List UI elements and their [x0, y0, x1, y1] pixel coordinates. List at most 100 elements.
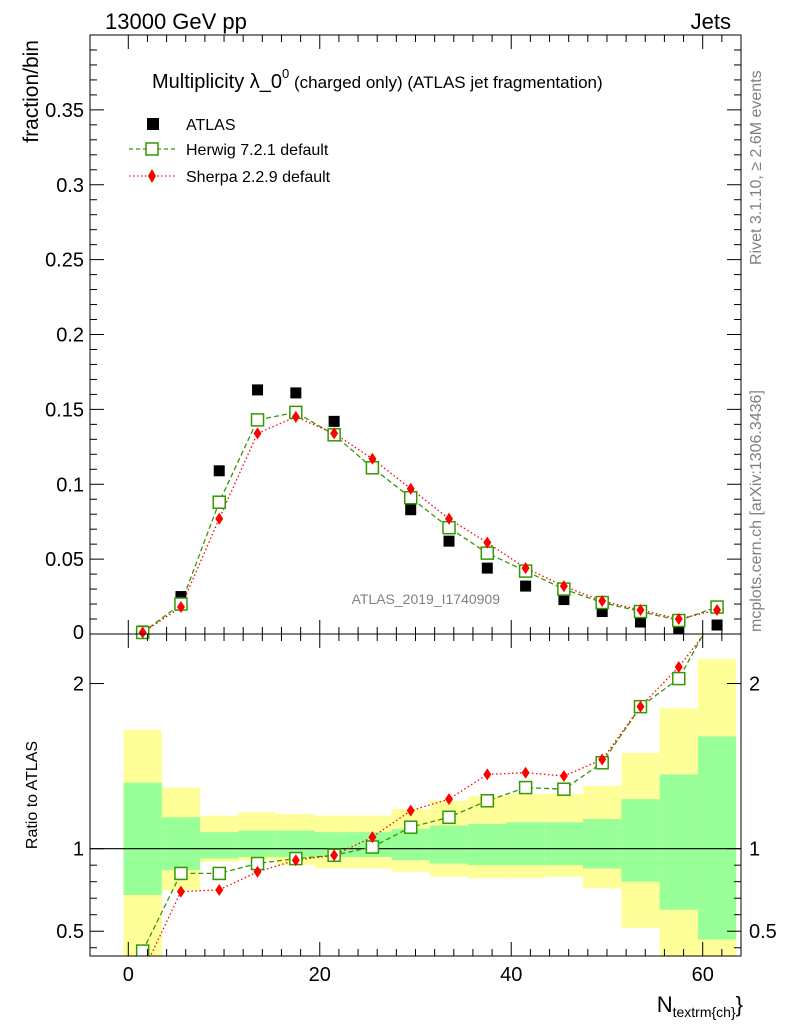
main-title-text: Multiplicity λ_0 — [152, 71, 282, 93]
data-point-sherpa-2-2-9-default — [445, 512, 454, 525]
ratio-point-herwig-7-2-1-default — [212, 866, 226, 881]
ratio-line-sherpa-2-2-9-default — [149, 634, 706, 956]
data-point-sherpa-2-2-9-default — [598, 595, 607, 608]
uncertainty-band-inner — [544, 822, 584, 866]
y-tick-label-main-zero: 0 — [73, 622, 84, 644]
data-point-atlas — [252, 384, 264, 396]
y-tick-label-ratio-right: 1 — [749, 839, 760, 861]
data-point-sherpa-2-2-9-default — [330, 427, 339, 440]
data-point-atlas — [328, 415, 340, 427]
x-tick-label: 20 — [309, 964, 331, 986]
legend-marker-atlas — [147, 118, 159, 130]
y-tick-label-ratio: 0.5 — [56, 921, 84, 943]
data-point-sherpa-2-2-9-default — [291, 410, 300, 423]
uncertainty-band-inner — [200, 832, 239, 859]
series-line-sherpa-2-2-9-default — [142, 416, 718, 634]
y-tick-label-main: 0.15 — [45, 399, 84, 421]
y-tick-label-ratio-right: 2 — [749, 674, 760, 696]
ratio-line-herwig-7-2-1-default — [142, 634, 705, 952]
ratio-point-sherpa-2-2-9-default — [636, 700, 645, 713]
ratio-point-herwig-7-2-1-default — [174, 866, 188, 881]
uncertainty-band-inner — [583, 818, 622, 869]
uncertainty-band-inner — [468, 823, 507, 866]
uncertainty-band-inner — [506, 822, 545, 866]
uncertainty-band-inner — [391, 828, 430, 861]
ratio-point-herwig-7-2-1-default — [135, 944, 150, 956]
x-axis-label-main: N — [657, 992, 673, 1017]
ratio-point-sherpa-2-2-9-default — [521, 766, 530, 779]
y-tick-label-ratio: 1 — [73, 839, 84, 861]
legend-marker-herwig — [145, 142, 159, 156]
data-point-atlas — [634, 616, 646, 628]
main-title-tail: (charged only) (ATLAS jet fragmentation) — [289, 73, 602, 92]
data-point-sherpa-2-2-9-default — [636, 604, 645, 617]
y-tick-label-ratio: 2 — [73, 674, 84, 696]
uncertainty-band-inner — [238, 830, 277, 857]
main-title: Multiplicity λ_00 (charged only) (ATLAS … — [152, 66, 603, 93]
data-point-sherpa-2-2-9-default — [674, 613, 683, 626]
y-tick-label-main: 0.35 — [45, 100, 84, 122]
data-point-atlas — [596, 606, 608, 618]
ratio-point-sherpa-2-2-9-default — [368, 831, 377, 844]
legend-marker-sherpa — [148, 169, 156, 183]
y-tick-label-ratio-right: 0.5 — [749, 921, 777, 943]
ratio-point-sherpa-2-2-9-default — [215, 883, 224, 896]
analysis-watermark: ATLAS_2019_I1740909 — [352, 591, 501, 607]
ratio-point-sherpa-2-2-9-default — [598, 753, 607, 766]
ratio-point-sherpa-2-2-9-default — [291, 854, 300, 867]
ratio-point-herwig-7-2-1-default — [672, 671, 686, 686]
x-axis-label-close: } — [736, 992, 743, 1017]
data-point-sherpa-2-2-9-default — [559, 580, 568, 593]
ratio-point-herwig-7-2-1-default — [403, 820, 418, 834]
legend-label-herwig: Herwig 7.2.1 default — [186, 142, 329, 159]
ratio-point-herwig-7-2-1-default — [480, 794, 495, 808]
data-point-sherpa-2-2-9-default — [368, 452, 377, 465]
uncertainty-band-inner — [429, 825, 469, 864]
data-point-atlas — [175, 591, 187, 603]
y-tick-label-main: 0.2 — [56, 325, 84, 347]
x-tick-label: 40 — [500, 964, 522, 986]
data-point-sherpa-2-2-9-default — [215, 512, 224, 525]
x-axis-label: Ntextrm{ch}} — [657, 992, 743, 1020]
data-point-atlas — [711, 619, 723, 631]
data-point-sherpa-2-2-9-default — [138, 626, 147, 639]
ratio-point-sherpa-2-2-9-default — [674, 661, 683, 674]
data-point-sherpa-2-2-9-default — [253, 427, 262, 440]
ratio-point-sherpa-2-2-9-default — [445, 793, 454, 806]
data-point-atlas — [213, 465, 225, 477]
ratio-point-sherpa-2-2-9-default — [406, 804, 415, 817]
data-point-sherpa-2-2-9-default — [521, 562, 530, 575]
data-point-atlas — [443, 535, 455, 547]
rivet-label: Rivet 3.1.10, ≥ 2.6M events — [748, 70, 765, 265]
data-point-herwig-7-2-1-default — [212, 495, 226, 509]
y-tick-label-main: 0.25 — [45, 250, 84, 272]
data-point-herwig-7-2-1-default — [480, 546, 495, 560]
legend-label-sherpa: Sherpa 2.2.9 default — [186, 169, 331, 186]
ratio-point-sherpa-2-2-9-default — [559, 770, 568, 783]
ratio-point-sherpa-2-2-9-default — [176, 885, 185, 898]
header-right: Jets — [691, 9, 731, 34]
ratio-point-sherpa-2-2-9-default — [483, 768, 492, 781]
data-point-atlas — [405, 504, 417, 516]
data-point-atlas — [520, 580, 532, 592]
uncertainty-band-inner — [161, 817, 201, 871]
y-axis-label-main: fraction/bin — [20, 40, 43, 143]
y-tick-label-main: 0.1 — [56, 474, 84, 496]
legend-label-atlas: ATLAS — [186, 117, 236, 134]
y-tick-label-main: 0.3 — [56, 175, 84, 197]
header-left: 13000 GeV pp — [105, 9, 247, 34]
ratio-point-sherpa-2-2-9-default — [330, 849, 339, 862]
ratio-panel: 0.5 0.51 12 20 20 40 60 — [56, 633, 777, 986]
x-tick-label: 0 — [123, 964, 134, 986]
data-point-atlas — [290, 387, 302, 399]
data-point-sherpa-2-2-9-default — [406, 482, 415, 495]
uncertainty-band-inner — [621, 799, 660, 882]
ratio-point-herwig-7-2-1-default — [442, 810, 456, 825]
data-point-atlas — [481, 562, 493, 574]
uncertainty-band-inner — [123, 782, 162, 895]
data-point-sherpa-2-2-9-default — [176, 601, 185, 614]
main-title-sup: 0 — [282, 66, 289, 81]
mcplots-label: mcplots.cern.ch [arXiv:1306.3436] — [748, 390, 765, 632]
ratio-point-herwig-7-2-1-default — [518, 780, 533, 795]
